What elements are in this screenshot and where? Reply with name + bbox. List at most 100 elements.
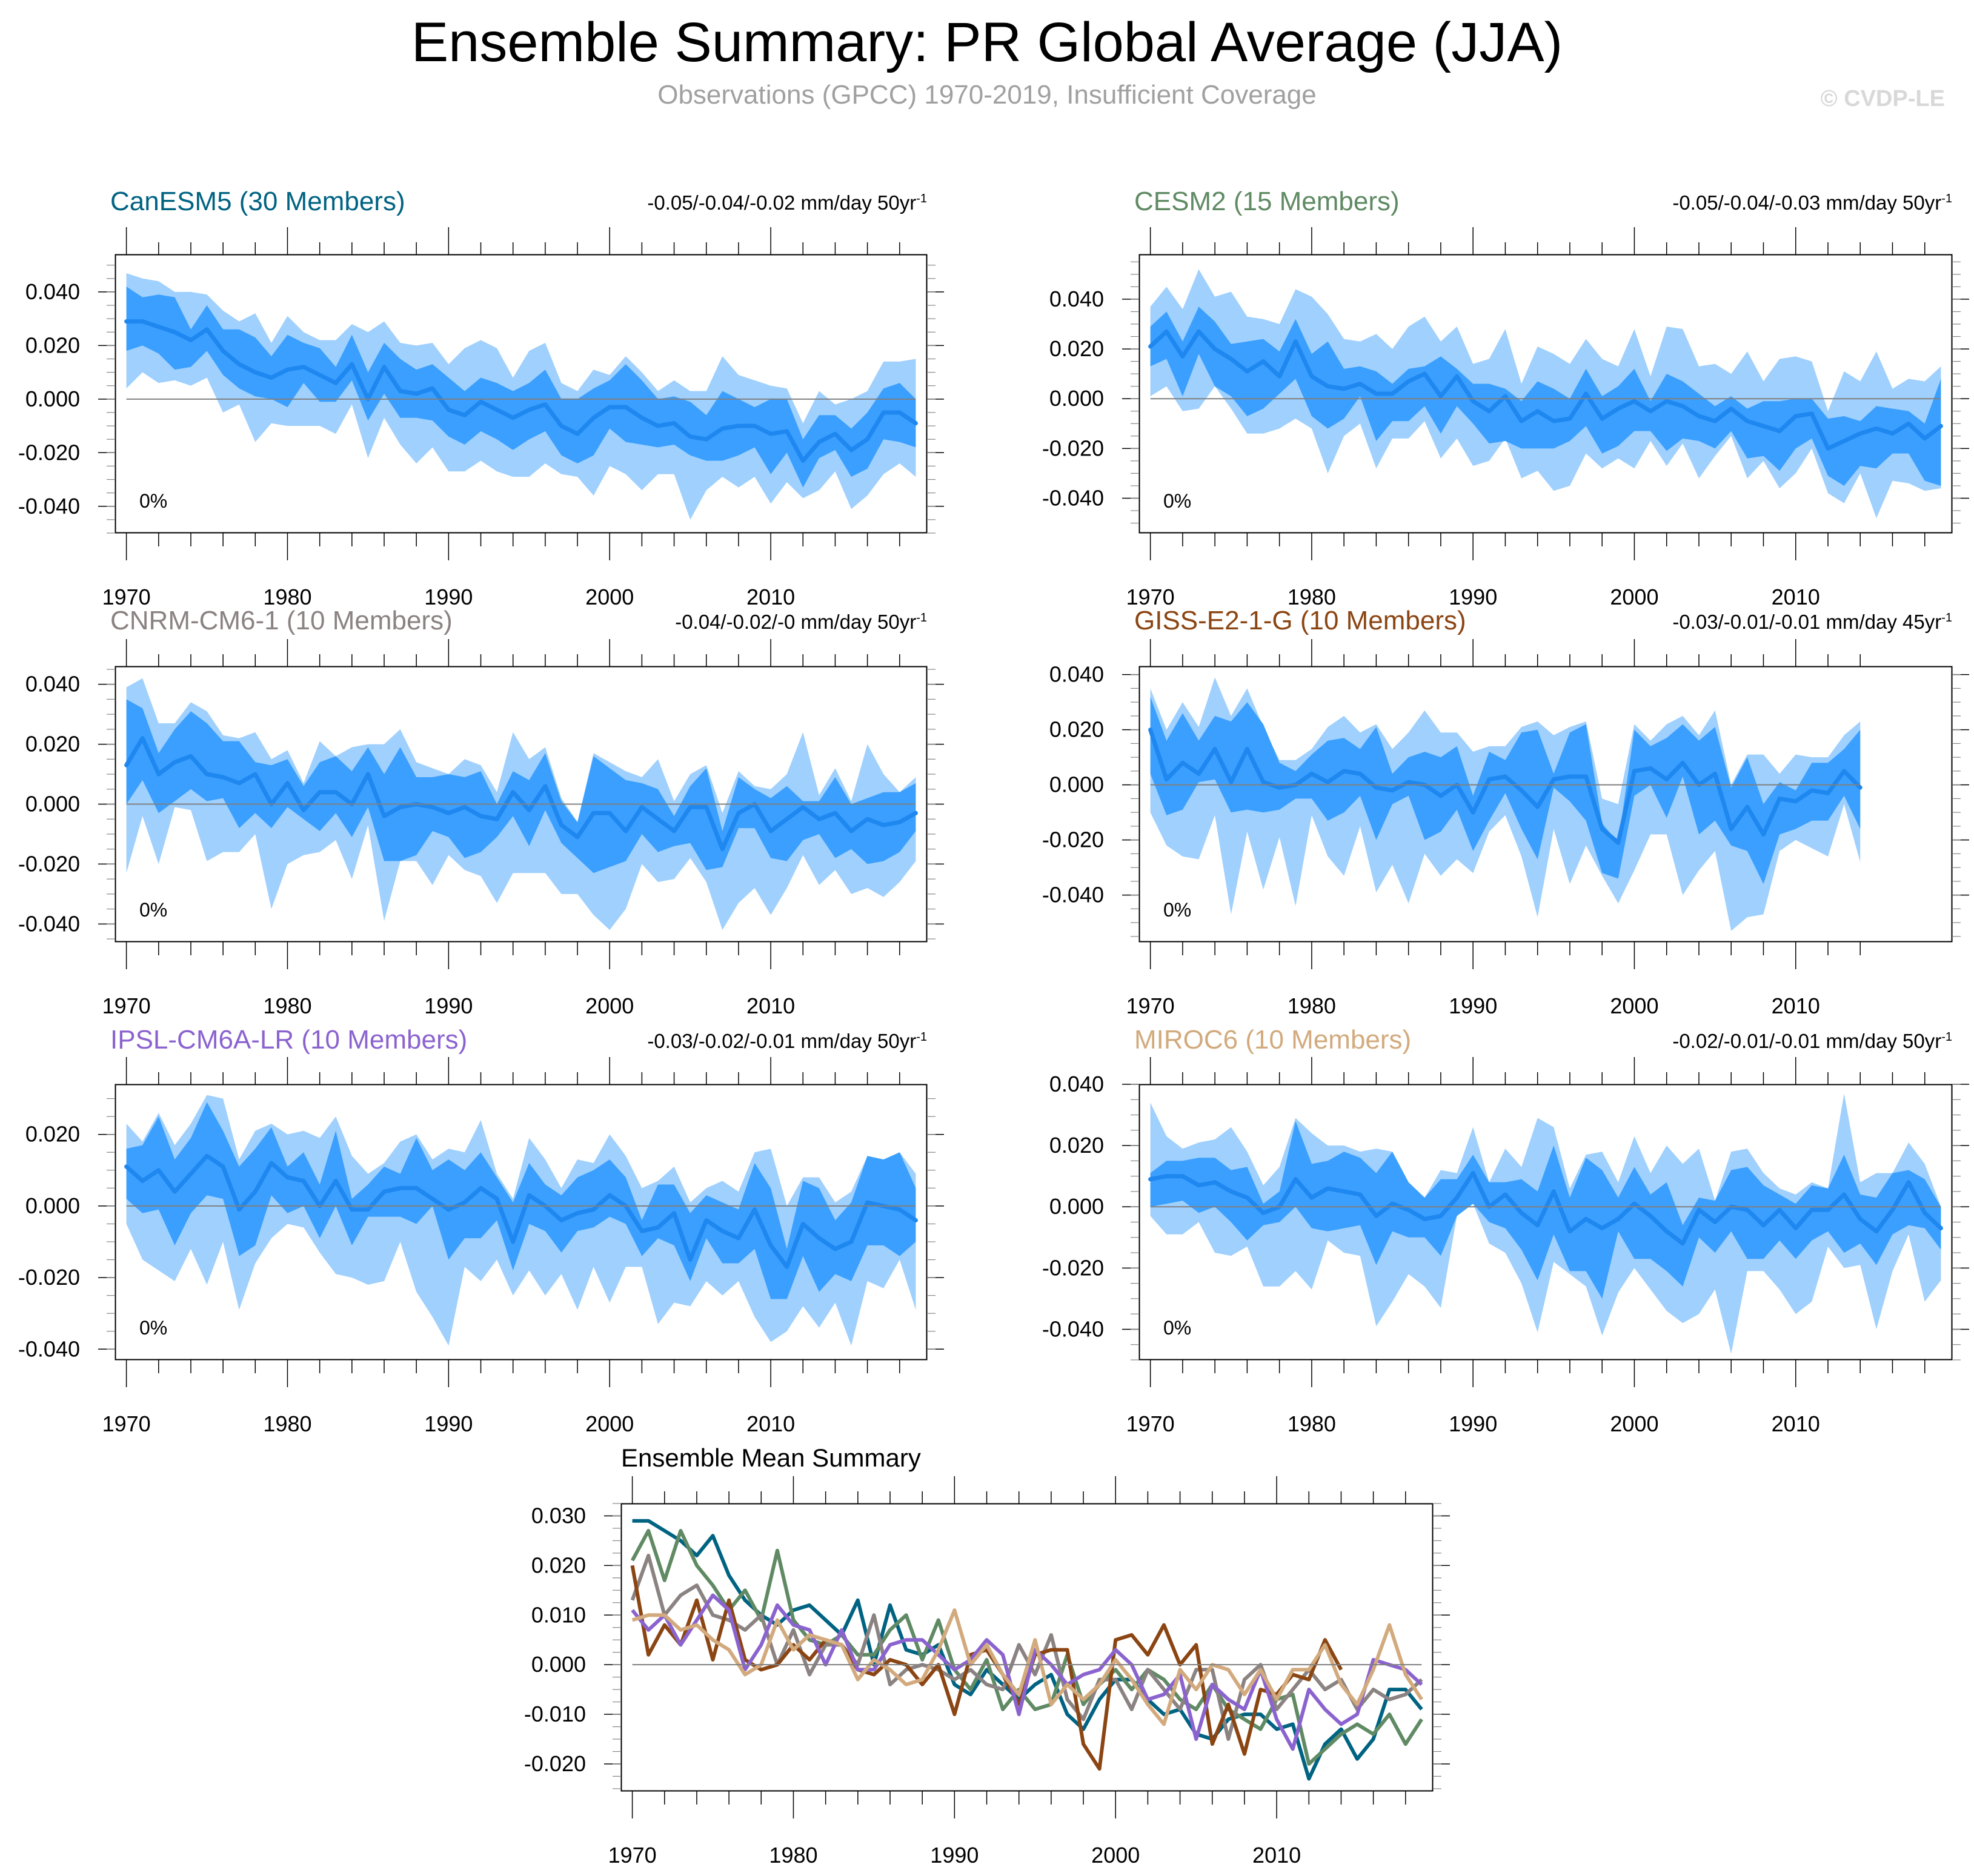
y-tick-label: -0.040 [1042, 883, 1104, 907]
trend-exponent: -1 [916, 611, 927, 625]
y-tick-label: 0.020 [1049, 717, 1104, 742]
x-tick-label: 1980 [263, 1411, 311, 1436]
x-tick-label: 1970 [1126, 993, 1175, 1018]
trend-text: -0.03/-0.02/-0.01 mm/day 50yr [647, 1030, 917, 1052]
axes: 0.040 0.020 0.000 -0.020 -0.040 1970 1980 1990 2… [1042, 227, 1969, 609]
chart-svg: 0.040 0.020 0.000 -0.020 -0.040 1970 1980 1990 2… [1042, 639, 1969, 1018]
trend-exponent: -1 [916, 192, 927, 205]
chart-svg: 0.030 0.020 0.010 0.000 -0.010 -0.020 1970 1980… [524, 1476, 1450, 1868]
trend-exponent: -1 [1941, 192, 1952, 205]
plot-frame [115, 1084, 928, 1361]
trend-exponent: -1 [1941, 1030, 1952, 1044]
x-tick-label: 1980 [1288, 585, 1336, 609]
y-tick-label: 0.030 [531, 1503, 586, 1528]
y-tick-label: 0.020 [1049, 336, 1104, 361]
y-tick-label: -0.040 [18, 494, 80, 519]
y-tick-label: 0.000 [1049, 386, 1104, 411]
chart-svg: 0.040 0.020 0.000 -0.020 -0.040 1970 1980 1990 2… [1042, 1057, 1969, 1436]
band-10-90 [1150, 697, 1861, 884]
x-tick-label: 2000 [1610, 585, 1658, 609]
panel-title: CanESM5 (30 Members) [110, 187, 405, 216]
trend-text: -0.04/-0.02/-0 mm/day 50yr [675, 611, 917, 633]
x-tick-label: 2000 [585, 1411, 634, 1436]
axes: 0.020 0.000 -0.020 -0.040 1970 1980 1990 2000 20… [18, 1057, 944, 1436]
band-10-90 [1150, 307, 1941, 486]
panel-title: GISS-E2-1-G (10 Members) [1134, 606, 1466, 635]
x-tick-label: 1970 [1126, 1411, 1175, 1436]
y-tick-label: 0.040 [1049, 662, 1104, 687]
chart-svg: 0.040 0.020 0.000 -0.020 -0.040 1970 1980 1990 2… [18, 639, 944, 1018]
page-title: Ensemble Summary: PR Global Average (JJA… [411, 12, 1563, 73]
ensemble-mean-line [124, 1153, 918, 1269]
x-tick-label: 1970 [102, 993, 151, 1018]
trend-exponent: -1 [1941, 611, 1952, 625]
inset-percent-label: 0% [139, 490, 167, 512]
y-tick-label: -0.010 [524, 1702, 586, 1726]
x-tick-label: 2000 [585, 585, 634, 609]
y-tick-label: -0.040 [18, 1336, 80, 1361]
chart-svg: 0.020 0.000 -0.020 -0.040 1970 1980 1990 2000 20… [18, 1057, 944, 1436]
x-tick-label: 2010 [746, 993, 795, 1018]
inset-percent-label: 0% [1163, 490, 1191, 512]
y-tick-label: -0.020 [18, 851, 80, 876]
x-tick-label: 1980 [1288, 1411, 1336, 1436]
plot-frame [1138, 666, 1953, 943]
trend-label: -0.03/-0.01/-0.01 mm/day 45yr-1 [1672, 611, 1952, 634]
y-tick-label: -0.020 [1042, 827, 1104, 852]
trend-label: -0.05/-0.04/-0.03 mm/day 50yr-1 [1672, 191, 1952, 214]
y-tick-label: 0.000 [1049, 1194, 1104, 1219]
x-tick-label: 1980 [1288, 993, 1336, 1018]
series-line-cesm2 [630, 1529, 1423, 1766]
y-tick-label: 0.000 [1049, 772, 1104, 797]
band-10-90 [126, 699, 916, 873]
panel-title: CESM2 (15 Members) [1134, 187, 1400, 216]
panel-title: MIROC6 (10 Members) [1134, 1025, 1412, 1055]
plot-frame [115, 254, 928, 534]
x-tick-label: 2010 [746, 1411, 795, 1436]
plot-frame [620, 1503, 1434, 1792]
x-tick-label: 1990 [930, 1843, 979, 1868]
x-tick-label: 2000 [585, 993, 634, 1018]
ensemble-mean-line [124, 319, 918, 463]
trend-label: -0.03/-0.02/-0.01 mm/day 50yr-1 [647, 1030, 927, 1053]
x-tick-label: 2000 [1610, 993, 1658, 1018]
panel-title: Ensemble Mean Summary [621, 1443, 921, 1472]
x-tick-label: 1990 [1449, 1411, 1497, 1436]
y-tick-label: -0.040 [1042, 1316, 1104, 1341]
axes: 0.040 0.020 0.000 -0.020 -0.040 1970 1980 1990 2… [18, 227, 944, 609]
y-tick-label: 0.040 [25, 672, 80, 697]
plot-frame [1138, 254, 1953, 534]
x-tick-label: 1980 [769, 1843, 817, 1868]
x-tick-label: 2010 [1772, 993, 1820, 1018]
series-line-miroc6 [631, 1608, 1423, 1726]
x-tick-label: 2010 [1772, 1411, 1820, 1436]
inset-percent-label: 0% [1163, 899, 1191, 921]
series-line-ipsl-cm6a-lr [631, 1593, 1423, 1751]
trend-text: -0.02/-0.01/-0.01 mm/day 50yr [1672, 1030, 1942, 1052]
y-tick-label: 0.000 [531, 1652, 586, 1677]
x-tick-label: 2000 [1091, 1843, 1140, 1868]
axes: 0.040 0.020 0.000 -0.020 -0.040 1970 1980 1990 2… [18, 639, 944, 1018]
inset-percent-label: 0% [1163, 1317, 1191, 1339]
series-line-cnrm-cm6-1 [630, 1554, 1423, 1741]
x-tick-label: 1990 [424, 585, 473, 609]
x-tick-label: 2000 [1610, 1411, 1658, 1436]
x-tick-label: 1990 [424, 1411, 473, 1436]
y-tick-label: 0.040 [1049, 287, 1104, 311]
trend-label: -0.04/-0.02/-0 mm/day 50yr-1 [675, 611, 927, 634]
trend-text: -0.03/-0.01/-0.01 mm/day 45yr [1672, 611, 1942, 633]
x-tick-label: 2010 [746, 585, 795, 609]
y-tick-label: 0.000 [25, 792, 80, 817]
chart-svg: 0.040 0.020 0.000 -0.020 -0.040 1970 1980 1990 2… [1042, 227, 1969, 609]
x-tick-label: 1970 [102, 585, 151, 609]
ensemble-mean-line [1148, 728, 1863, 845]
ensemble-mean-line [1148, 329, 1943, 451]
axes: 0.040 0.020 0.000 -0.020 -0.040 1970 1980 1990 2… [1042, 1057, 1969, 1436]
axes: 0.040 0.020 0.000 -0.020 -0.040 1970 1980 1990 2… [1042, 639, 1969, 1018]
trend-text: -0.05/-0.04/-0.02 mm/day 50yr [647, 191, 917, 214]
trend-text: -0.05/-0.04/-0.03 mm/day 50yr [1672, 191, 1942, 214]
y-tick-label: -0.040 [1042, 486, 1104, 511]
y-tick-label: -0.040 [18, 911, 80, 936]
y-tick-label: 0.040 [1049, 1072, 1104, 1096]
y-tick-label: 0.020 [531, 1553, 586, 1577]
